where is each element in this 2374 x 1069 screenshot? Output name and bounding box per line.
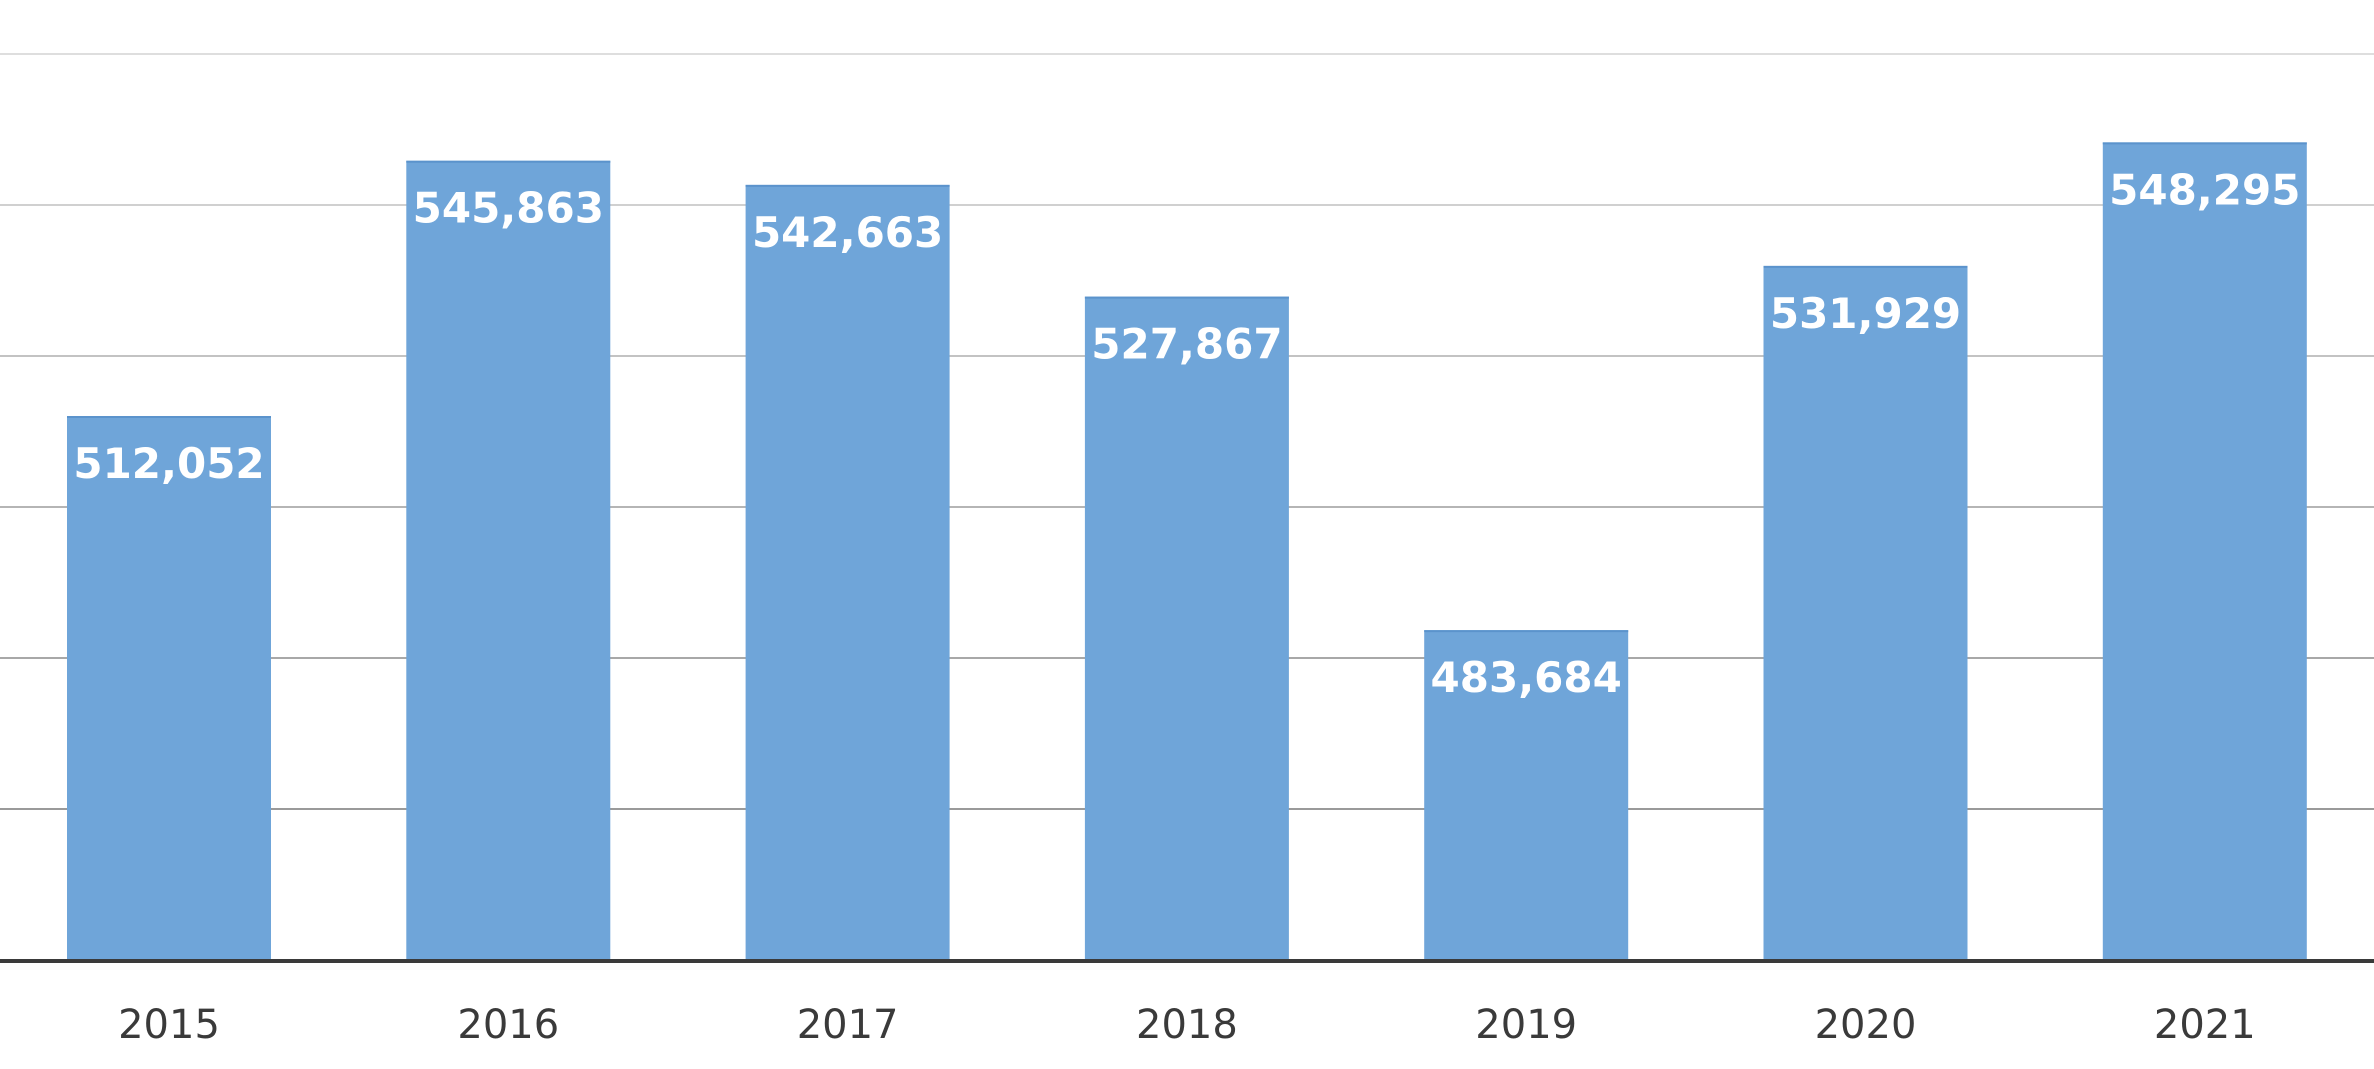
data-label-2015: 512,052 [73, 439, 264, 488]
bars [67, 142, 2307, 961]
data-label-2021: 548,295 [2109, 165, 2300, 214]
data-labels: 512,052 545,863 542,663 527,867 483,684 531,9… [73, 165, 2300, 702]
bar-2018 [1084, 296, 1289, 961]
bar-2017 [745, 184, 950, 960]
data-label-2017: 542,663 [752, 208, 943, 257]
x-tick-labels: 2015 2016 2017 2018 2019 2020 2021 [118, 1002, 2256, 1048]
data-label-2016: 545,863 [413, 184, 604, 233]
data-label-2020: 531,929 [1770, 289, 1961, 338]
x-tick-2015: 2015 [118, 1002, 220, 1048]
x-tick-2017: 2017 [797, 1002, 899, 1048]
bar-2016 [406, 160, 611, 960]
x-tick-2021: 2021 [2154, 1002, 2256, 1048]
data-label-2018: 527,867 [1091, 320, 1282, 369]
x-tick-2019: 2019 [1475, 1002, 1577, 1048]
bar-2021 [2102, 142, 2307, 961]
bar-2015 [67, 416, 271, 960]
x-tick-2020: 2020 [1815, 1002, 1917, 1048]
bar-2020 [1763, 265, 1968, 960]
data-label-2019: 483,684 [1431, 653, 1622, 702]
x-tick-2018: 2018 [1136, 1002, 1238, 1048]
bar-2019 [1424, 630, 1629, 960]
x-tick-2016: 2016 [457, 1002, 559, 1048]
